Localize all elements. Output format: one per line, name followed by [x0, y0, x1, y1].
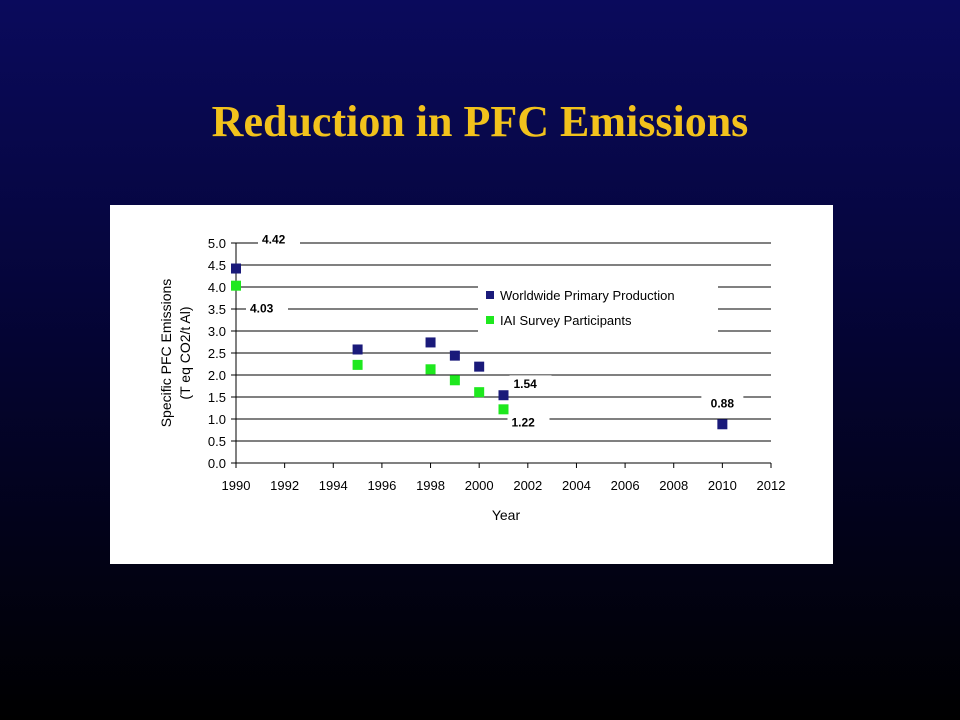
y-tick-label: 0.5 [208, 434, 226, 449]
worldwide-point [449, 350, 460, 361]
slide-title: Reduction in PFC Emissions [211, 97, 749, 146]
y-tick-label: 0.0 [208, 456, 226, 471]
chart-panel: 0.0 0.5 1.0 1.5 2.0 2.5 3.0 3.5 4.0 4.5 5.0 1990 199… [110, 205, 833, 564]
legend-box [478, 283, 718, 337]
data-label-bg [509, 375, 552, 392]
iai-point [352, 359, 363, 370]
iai-point [425, 364, 436, 375]
y-tick-label: 1.0 [208, 412, 226, 427]
y-tick-label: 2.5 [208, 346, 226, 361]
data-label: 1.22 [512, 415, 536, 429]
x-tick-label: 2004 [562, 478, 591, 493]
y-tick-label: 3.0 [208, 324, 226, 339]
y-tick-label: 5.0 [208, 236, 226, 251]
legend-swatch [486, 291, 494, 299]
worldwide-point [498, 390, 509, 401]
x-tick-label: 1994 [319, 478, 348, 493]
data-label-bg [258, 230, 300, 247]
data-label: 0.88 [711, 396, 735, 410]
x-axis-title: Year [492, 507, 521, 523]
y-tick-label: 4.0 [208, 280, 226, 295]
data-label: 4.03 [250, 302, 274, 316]
iai-point [474, 387, 485, 398]
data-label-bg [246, 299, 288, 316]
y-axis-title-line2: (T eq CO2/t Al) [177, 306, 193, 399]
y-axis-title-line1: Specific PFC Emissions [158, 279, 174, 428]
legend-label: Worldwide Primary Production [500, 288, 675, 303]
x-tick-label: 1992 [270, 478, 299, 493]
legend-label: IAI Survey Participants [500, 313, 632, 328]
x-tick-label: 2000 [465, 478, 494, 493]
iai-point [498, 404, 509, 415]
iai-point [449, 375, 460, 386]
y-tick-label: 3.5 [208, 302, 226, 317]
x-tick-label: 1996 [367, 478, 396, 493]
x-tick-label: 2008 [659, 478, 688, 493]
x-tick-label: 1990 [222, 478, 251, 493]
x-tick-label: 2012 [757, 478, 786, 493]
worldwide-point [425, 337, 436, 348]
x-tick-label: 1998 [416, 478, 445, 493]
data-label: 4.42 [262, 233, 286, 247]
y-tick-label: 2.0 [208, 368, 226, 383]
y-tick-label: 1.5 [208, 390, 226, 405]
iai-point [231, 280, 241, 291]
y-tick-label: 4.5 [208, 258, 226, 273]
scatter-chart: 0.0 0.5 1.0 1.5 2.0 2.5 3.0 3.5 4.0 4.5 5.0 1990 199… [158, 230, 786, 523]
data-label-bg [507, 413, 550, 430]
legend-swatch [486, 316, 494, 324]
data-label-bg [701, 394, 744, 411]
worldwide-point [352, 344, 363, 355]
worldwide-point [717, 419, 728, 430]
worldwide-point [474, 361, 485, 372]
data-label: 1.54 [514, 377, 538, 391]
x-tick-label: 2010 [708, 478, 737, 493]
worldwide-point [231, 263, 241, 274]
x-tick-label: 2002 [513, 478, 542, 493]
x-tick-label: 2006 [611, 478, 640, 493]
